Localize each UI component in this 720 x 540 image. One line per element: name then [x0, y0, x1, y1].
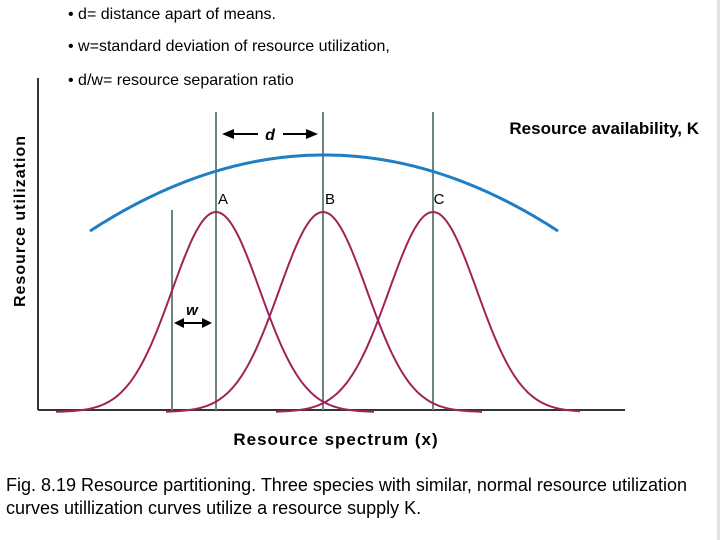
utilization-curve-a — [56, 210, 375, 413]
d-label: d — [265, 127, 276, 144]
slide-edge — [716, 0, 720, 540]
species-label-c: C — [434, 191, 445, 208]
species-label-a: A — [218, 191, 228, 208]
w-arrow — [174, 318, 212, 328]
species-label-b: B — [325, 191, 335, 208]
utilization-curve-b — [165, 211, 482, 413]
utilization-curve-c — [275, 211, 581, 413]
figure-caption: Fig. 8.19 Resource partitioning. Three s… — [6, 475, 687, 518]
bullet-separation-ratio: • d/w= resource separation ratio — [68, 72, 294, 89]
resource-availability-label: Resource availability, K — [509, 119, 699, 138]
bullet-distance-of-means: • d= distance apart of means. — [68, 6, 276, 23]
w-label: w — [186, 302, 199, 319]
resource-availability-curve — [89, 153, 559, 233]
y-axis-label: Resource utilization — [12, 135, 29, 307]
bullet-standard-deviation: • w=standard deviation of resource utili… — [68, 38, 390, 55]
x-axis-label: Resource spectrum (x) — [233, 430, 438, 449]
d-arrow — [222, 129, 318, 139]
